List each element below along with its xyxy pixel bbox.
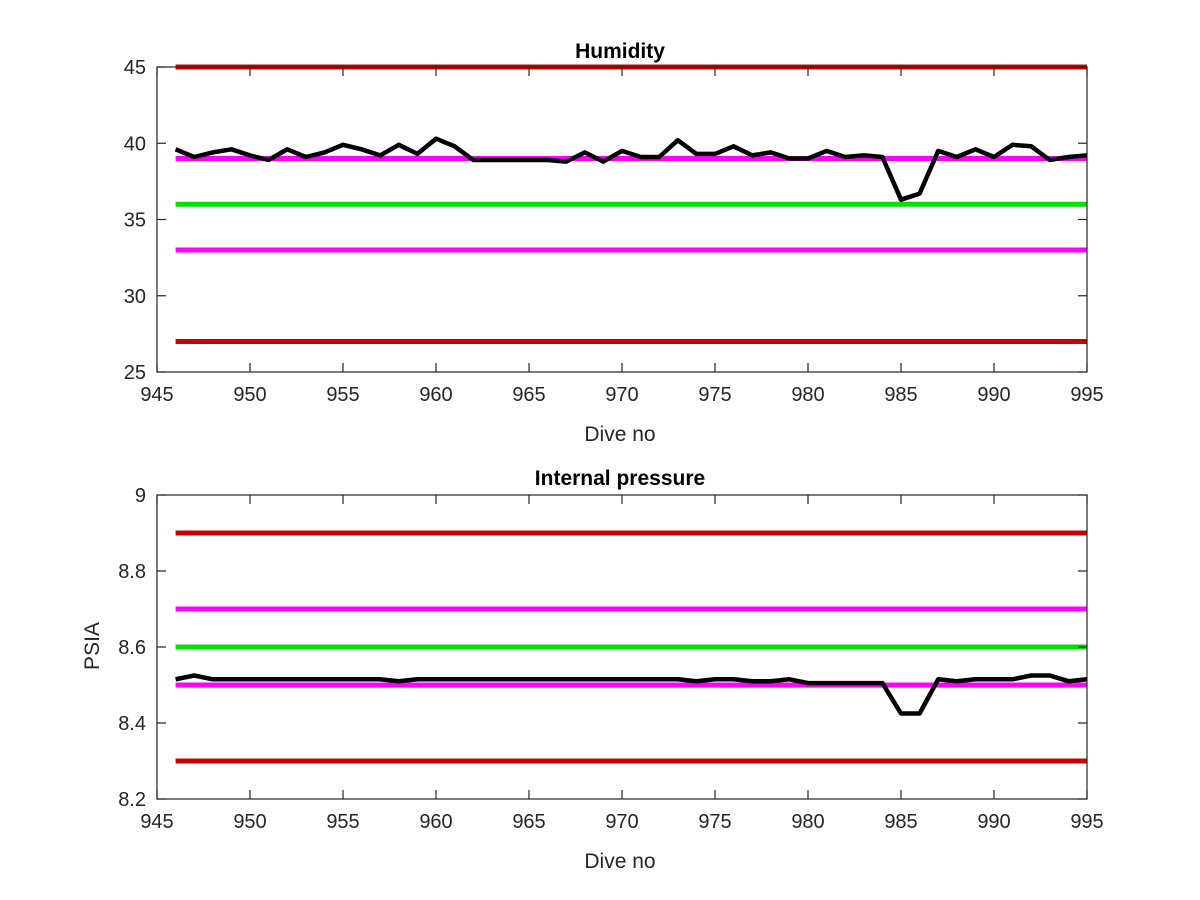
pressure-x-tick-label: 945	[140, 811, 173, 833]
pressure-series-group	[175, 673, 1088, 716]
pressure-x-tick-label: 990	[977, 811, 1010, 833]
humidity-y-tick-label: 40	[124, 133, 146, 155]
pressure-y-tick-label: 9	[135, 485, 146, 507]
humidity-ticks: 945 950 955 960 965 970 975 980 985 990 995 25 30 35 4…	[124, 57, 1104, 406]
pressure-x-tick-label: 975	[698, 811, 731, 833]
humidity-title: Humidity	[575, 40, 665, 63]
humidity-x-tick-label: 995	[1070, 384, 1103, 406]
humidity-x-tick-label: 990	[977, 384, 1010, 406]
humidity-x-tick-label: 970	[605, 384, 638, 406]
pressure-x-tick-label: 985	[884, 811, 917, 833]
humidity-x-axis-label: Dive no	[584, 423, 655, 446]
humidity-series-group	[174, 136, 1088, 202]
humidity-x-tick-label: 945	[140, 384, 173, 406]
pressure-x-tick-label: 950	[233, 811, 266, 833]
pressure-x-tick-label: 965	[512, 811, 545, 833]
pressure-x-tick-label: 980	[791, 811, 824, 833]
pressure-x-tick-label: 960	[419, 811, 452, 833]
humidity-y-tick-label: 35	[124, 210, 146, 232]
pressure-panel: Internal pressure Dive no PSIA 945 950 955…	[81, 467, 1104, 873]
pressure-y-tick-label: 8.4	[118, 713, 146, 735]
humidity-panel: Humidity Dive no 945 950 955 960 965 970 975 98…	[124, 40, 1104, 446]
humidity-x-tick-label: 975	[698, 384, 731, 406]
pressure-x-tick-label: 995	[1070, 811, 1103, 833]
pressure-y-axis-label: PSIA	[81, 622, 104, 670]
pressure-x-tick-label: 970	[605, 811, 638, 833]
pressure-y-tick-label: 8.6	[118, 637, 146, 659]
humidity-y-tick-label: 30	[124, 286, 146, 308]
humidity-axes-box	[156, 66, 1088, 373]
humidity-x-tick-label: 965	[512, 384, 545, 406]
humidity-x-tick-label: 985	[884, 384, 917, 406]
pressure-x-tick-label: 955	[326, 811, 359, 833]
pressure-y-tick-label: 8.2	[118, 789, 146, 811]
pressure-y-tick-label: 8.8	[118, 561, 146, 583]
humidity-x-tick-label: 950	[233, 384, 266, 406]
humidity-y-tick-label: 25	[124, 362, 146, 384]
humidity-series-line	[174, 136, 1088, 202]
humidity-y-tick-label: 45	[124, 57, 146, 79]
pressure-series-line	[175, 673, 1088, 716]
pressure-ticks: 945 950 955 960 965 970 975 980 985 990 995 8.2 8.4 8…	[118, 485, 1104, 833]
humidity-x-tick-label: 980	[791, 384, 824, 406]
pressure-title: Internal pressure	[535, 467, 705, 490]
humidity-reference-lines	[175, 64, 1087, 344]
pressure-reference-lines	[175, 530, 1087, 764]
humidity-x-tick-label: 955	[326, 384, 359, 406]
humidity-x-tick-label: 960	[419, 384, 452, 406]
pressure-x-axis-label: Dive no	[584, 850, 655, 873]
